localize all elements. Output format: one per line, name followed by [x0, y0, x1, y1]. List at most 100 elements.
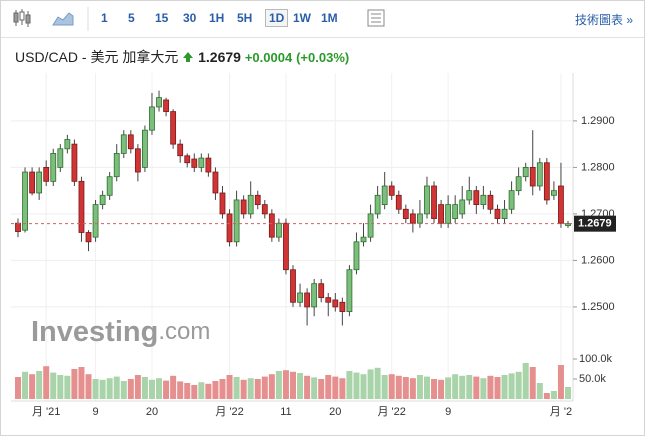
volume-bar: [416, 375, 423, 399]
volume-bar: [113, 376, 120, 399]
last-price-label: 1.2679: [578, 218, 612, 230]
volume-bar: [325, 375, 332, 399]
candle-body: [431, 185, 437, 219]
volume-bar: [522, 363, 529, 399]
candle-body: [106, 176, 113, 196]
volume-bar: [226, 375, 233, 399]
volume-bar: [290, 371, 296, 399]
candle-body: [156, 97, 162, 108]
x-tick-label: 9: [445, 406, 451, 418]
volume-bar: [29, 374, 36, 399]
candle-body: [240, 199, 247, 215]
candle-body: [459, 199, 466, 215]
candle-body: [205, 157, 212, 173]
interval-button[interactable]: 1D: [265, 9, 289, 27]
candle-body: [15, 222, 21, 232]
volume-bar: [550, 391, 557, 399]
volume-bar: [339, 378, 346, 399]
volume-bar: [50, 372, 57, 399]
candle-body: [283, 222, 289, 271]
candle-body: [142, 129, 148, 168]
volume-bar: [184, 383, 191, 399]
interval-button[interactable]: 1M: [321, 11, 338, 25]
candle-body: [480, 194, 487, 206]
candle-body: [395, 194, 402, 210]
volume-bar: [64, 375, 71, 399]
volume-bar: [106, 378, 113, 399]
candle-body: [163, 99, 169, 112]
y-tick-label: 1.2600: [581, 254, 615, 266]
volume-bar: [156, 378, 163, 399]
candle-body: [191, 158, 198, 168]
candle-body: [219, 192, 226, 215]
candle-body: [332, 299, 339, 308]
candle-body: [127, 134, 134, 150]
volume-bar: [141, 377, 148, 399]
candle-body: [522, 166, 529, 178]
candle-body: [424, 185, 430, 215]
y-tick-label: 1.2800: [581, 161, 615, 173]
interval-button[interactable]: 5: [128, 11, 135, 25]
volume-bar: [515, 371, 522, 399]
y-tick-label: 1.2500: [581, 301, 615, 313]
candle-body: [85, 232, 92, 243]
candle-body: [473, 190, 480, 206]
volume-bar: [388, 374, 395, 399]
interval-button[interactable]: 15: [155, 11, 169, 25]
candle-body: [113, 153, 120, 178]
volume-bar: [402, 377, 409, 399]
candle-body: [233, 199, 240, 243]
volume-bar: [480, 378, 487, 399]
technical-chart-link[interactable]: 技術圖表 »: [575, 13, 634, 27]
candle-body: [275, 222, 282, 238]
instrument-title: USD/CAD - 美元 加拿大元: [15, 49, 179, 65]
volume-bar: [353, 372, 360, 399]
candle-body: [374, 194, 381, 215]
volume-bar: [318, 379, 325, 399]
volume-tick-label: 50.0k: [579, 373, 606, 385]
volume-bar: [254, 379, 261, 399]
volume-bar: [247, 378, 254, 399]
interval-button[interactable]: 5H: [237, 11, 253, 25]
x-tick-label: 20: [329, 406, 341, 418]
candle-body: [536, 162, 543, 187]
volume-bar: [374, 367, 381, 399]
candle-body: [529, 166, 536, 187]
candle-body: [78, 180, 85, 233]
volume-bar: [71, 369, 78, 399]
candle-body: [445, 204, 452, 224]
volume-bar: [431, 379, 438, 399]
interval-button[interactable]: 30: [183, 11, 197, 25]
volume-bar: [36, 371, 43, 399]
candle-body: [558, 185, 564, 224]
interval-button[interactable]: 1W: [293, 11, 311, 25]
candle-body: [501, 208, 508, 219]
volume-bar: [438, 379, 445, 399]
interval-button[interactable]: 1H: [209, 11, 225, 25]
last-price-box: [574, 215, 616, 232]
volume-bar: [205, 383, 212, 399]
settings-icon[interactable]: [363, 1, 389, 37]
volume-bar: [543, 393, 550, 399]
x-tick-label: 月 '22: [215, 406, 243, 418]
candle-body: [494, 208, 501, 219]
volume-bar: [78, 367, 85, 399]
candle-body: [381, 185, 388, 206]
volume-bar: [120, 381, 127, 399]
x-tick-label: 月 '22: [378, 406, 406, 418]
volume-bar: [445, 377, 452, 399]
volume-bar: [15, 377, 21, 399]
candle-body: [353, 241, 360, 271]
area-icon[interactable]: [52, 12, 74, 26]
quote-header: USD/CAD - 美元 加拿大元 1.2679 +0.0004 (+0.03%…: [15, 47, 349, 67]
candle-body: [325, 297, 332, 303]
candlestick-icon[interactable]: [13, 9, 31, 27]
candle-body: [268, 213, 275, 238]
interval-button[interactable]: 1: [101, 11, 108, 25]
volume-bar: [409, 378, 416, 399]
volume-bar: [268, 374, 275, 399]
up-arrow: [183, 52, 194, 62]
candle-body: [346, 269, 353, 312]
volume-bar: [466, 375, 473, 399]
volume-bar: [170, 375, 177, 399]
